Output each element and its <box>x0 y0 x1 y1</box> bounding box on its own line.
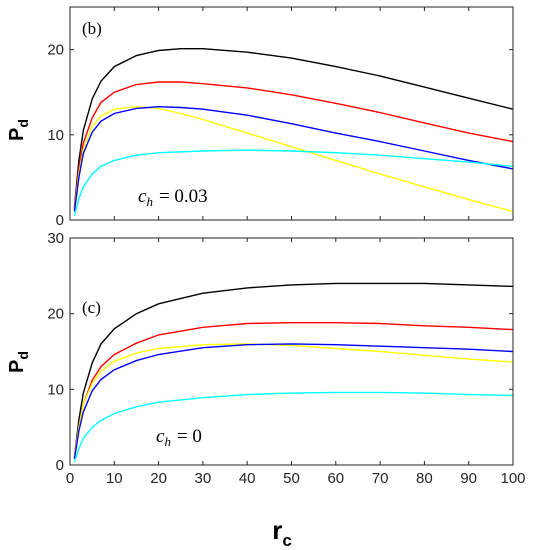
x-tick-label: 90 <box>460 470 477 487</box>
y-tick-label: 10 <box>47 127 64 144</box>
annotation-value: = 0 <box>177 426 202 447</box>
y-tick-label: 0 <box>56 212 64 229</box>
x-tick-label: 60 <box>327 470 344 487</box>
series-line-1 <box>73 322 514 458</box>
plot-frame <box>69 6 514 221</box>
annotation-sub: h <box>164 434 171 449</box>
y-axis-label-sub: d <box>15 119 31 128</box>
series-line-0 <box>73 48 514 208</box>
annotation: ch = 0.03 <box>138 186 208 209</box>
series-layer <box>73 48 514 216</box>
panel-label: (c) <box>82 298 101 317</box>
series-line-2 <box>73 105 514 213</box>
series-line-2 <box>73 343 514 458</box>
y-tick-label: 0 <box>56 457 64 474</box>
panel-b: 0 10 20 (b) ch = 0.03 Pd <box>6 6 514 229</box>
x-tick-label: 40 <box>239 470 256 487</box>
y-axis-label: Pd <box>6 119 31 141</box>
x-tick-label: 10 <box>106 470 123 487</box>
x-tick-label: 20 <box>150 470 167 487</box>
x-axis-label-main: r <box>272 515 282 545</box>
series-line-3 <box>73 343 514 460</box>
y-axis-label-sub: d <box>15 351 31 360</box>
y-axis-label: Pd <box>6 351 31 373</box>
x-axis-label: rc <box>272 515 292 550</box>
panel-label: (b) <box>82 19 102 38</box>
series-layer <box>73 282 514 463</box>
annotation-sub: h <box>146 194 153 209</box>
x-axis-label-sub: c <box>282 531 291 550</box>
annotation-var: c <box>138 186 147 207</box>
series-line-4 <box>73 149 514 216</box>
series-line-1 <box>73 81 514 209</box>
annotation-value: = 0.03 <box>159 186 208 207</box>
y-tick-label: 20 <box>47 306 64 323</box>
tick-layer: 0 10 20 30 40 50 60 70 80 90 100 0 10 20 30 <box>47 230 525 487</box>
tick-layer: 0 10 20 <box>47 7 514 229</box>
x-tick-label: 0 <box>66 470 74 487</box>
x-tick-label: 80 <box>416 470 433 487</box>
x-tick-label: 30 <box>195 470 212 487</box>
series-line-3 <box>73 105 514 212</box>
annotation-var: c <box>156 426 165 447</box>
x-tick-label: 70 <box>372 470 389 487</box>
y-tick-label: 30 <box>47 230 64 247</box>
x-tick-label: 50 <box>283 470 300 487</box>
x-tick-label: 100 <box>500 470 525 487</box>
y-tick-label: 20 <box>47 42 64 59</box>
y-axis-label-main: P <box>6 128 28 141</box>
series-line-0 <box>73 282 514 458</box>
annotation: ch = 0 <box>156 426 202 449</box>
y-axis-label-main: P <box>6 360 28 373</box>
series-line-4 <box>73 391 514 463</box>
y-tick-label: 10 <box>47 381 64 398</box>
plot-frame <box>69 237 514 466</box>
